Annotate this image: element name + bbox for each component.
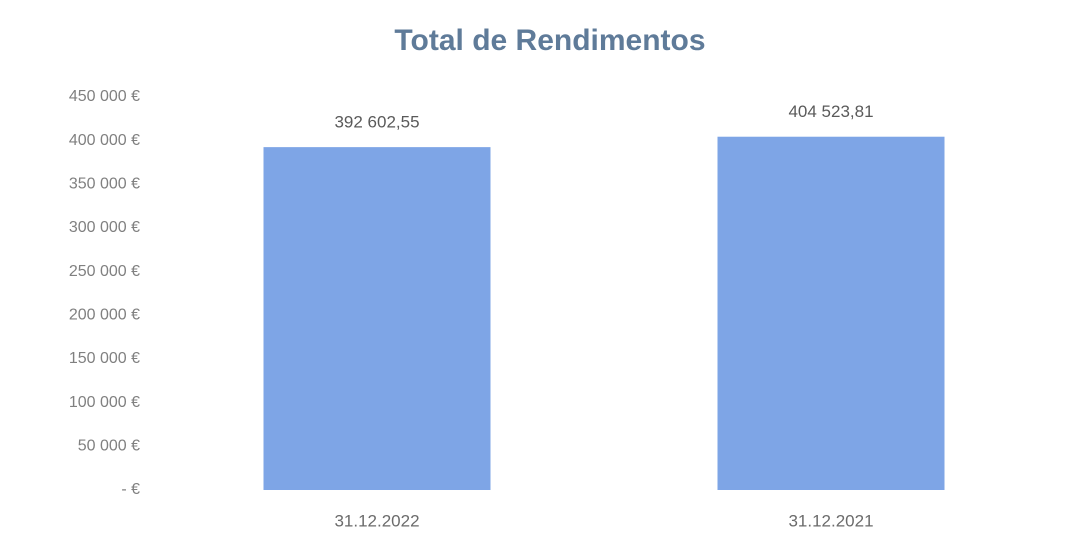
- y-tick-label: 150 000 €: [69, 350, 140, 367]
- y-tick-label: 250 000 €: [69, 263, 140, 280]
- y-tick-label: 450 000 €: [69, 88, 140, 105]
- data-label: 392 602,55: [334, 113, 419, 132]
- data-label: 404 523,81: [788, 102, 873, 121]
- x-tick-label: 31.12.2022: [334, 511, 419, 530]
- y-tick-label: 300 000 €: [69, 219, 140, 236]
- y-tick-label: 50 000 €: [78, 438, 140, 455]
- y-tick-label: 400 000 €: [69, 132, 140, 149]
- y-tick-label: - €: [121, 481, 140, 498]
- y-tick-label: 100 000 €: [69, 394, 140, 411]
- chart-title: Total de Rendimentos: [394, 24, 705, 57]
- y-tick-label: 350 000 €: [69, 176, 140, 193]
- bar: [717, 136, 945, 490]
- x-tick-label: 31.12.2021: [788, 511, 873, 530]
- y-tick-label: 200 000 €: [69, 307, 140, 324]
- bar: [263, 147, 491, 490]
